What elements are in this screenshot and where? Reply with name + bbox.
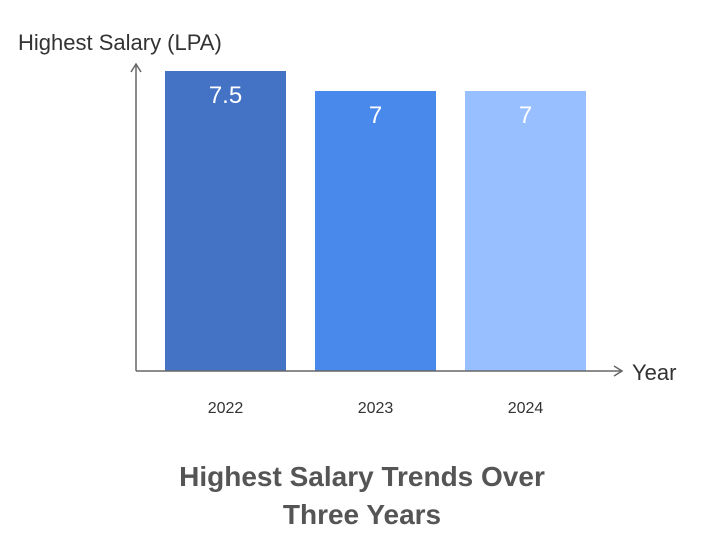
x-tick-label-2022: 2022 — [208, 400, 244, 417]
x-axis-title: Year — [632, 360, 676, 385]
chart-title: Highest Salary Trends Over Three Years — [0, 458, 724, 534]
bar-2022 — [165, 71, 286, 371]
bar-2023 — [315, 91, 436, 371]
x-tick-label-2023: 2023 — [358, 400, 394, 417]
chart-title-line-2: Three Years — [282, 499, 442, 530]
bar-2024 — [465, 91, 586, 371]
data-label-2024: 7 — [519, 102, 532, 129]
data-label-2023: 7 — [369, 102, 382, 129]
axes-layer — [130, 62, 624, 377]
y-axis-title: Highest Salary (LPA) — [18, 30, 222, 55]
y-axis-arrow-icon — [130, 62, 142, 73]
x-axis-arrow-icon — [613, 365, 624, 377]
x-tick-label-2024: 2024 — [508, 400, 544, 417]
bar-chart: Highest Salary (LPA) 7.5 2022 7 2023 7 2024 Y… — [18, 30, 676, 417]
data-label-2022: 7.5 — [209, 82, 242, 109]
chart-title-line-1: Highest Salary Trends Over — [179, 461, 545, 492]
bars-layer: 7.5 2022 7 2023 7 2024 — [165, 71, 586, 417]
